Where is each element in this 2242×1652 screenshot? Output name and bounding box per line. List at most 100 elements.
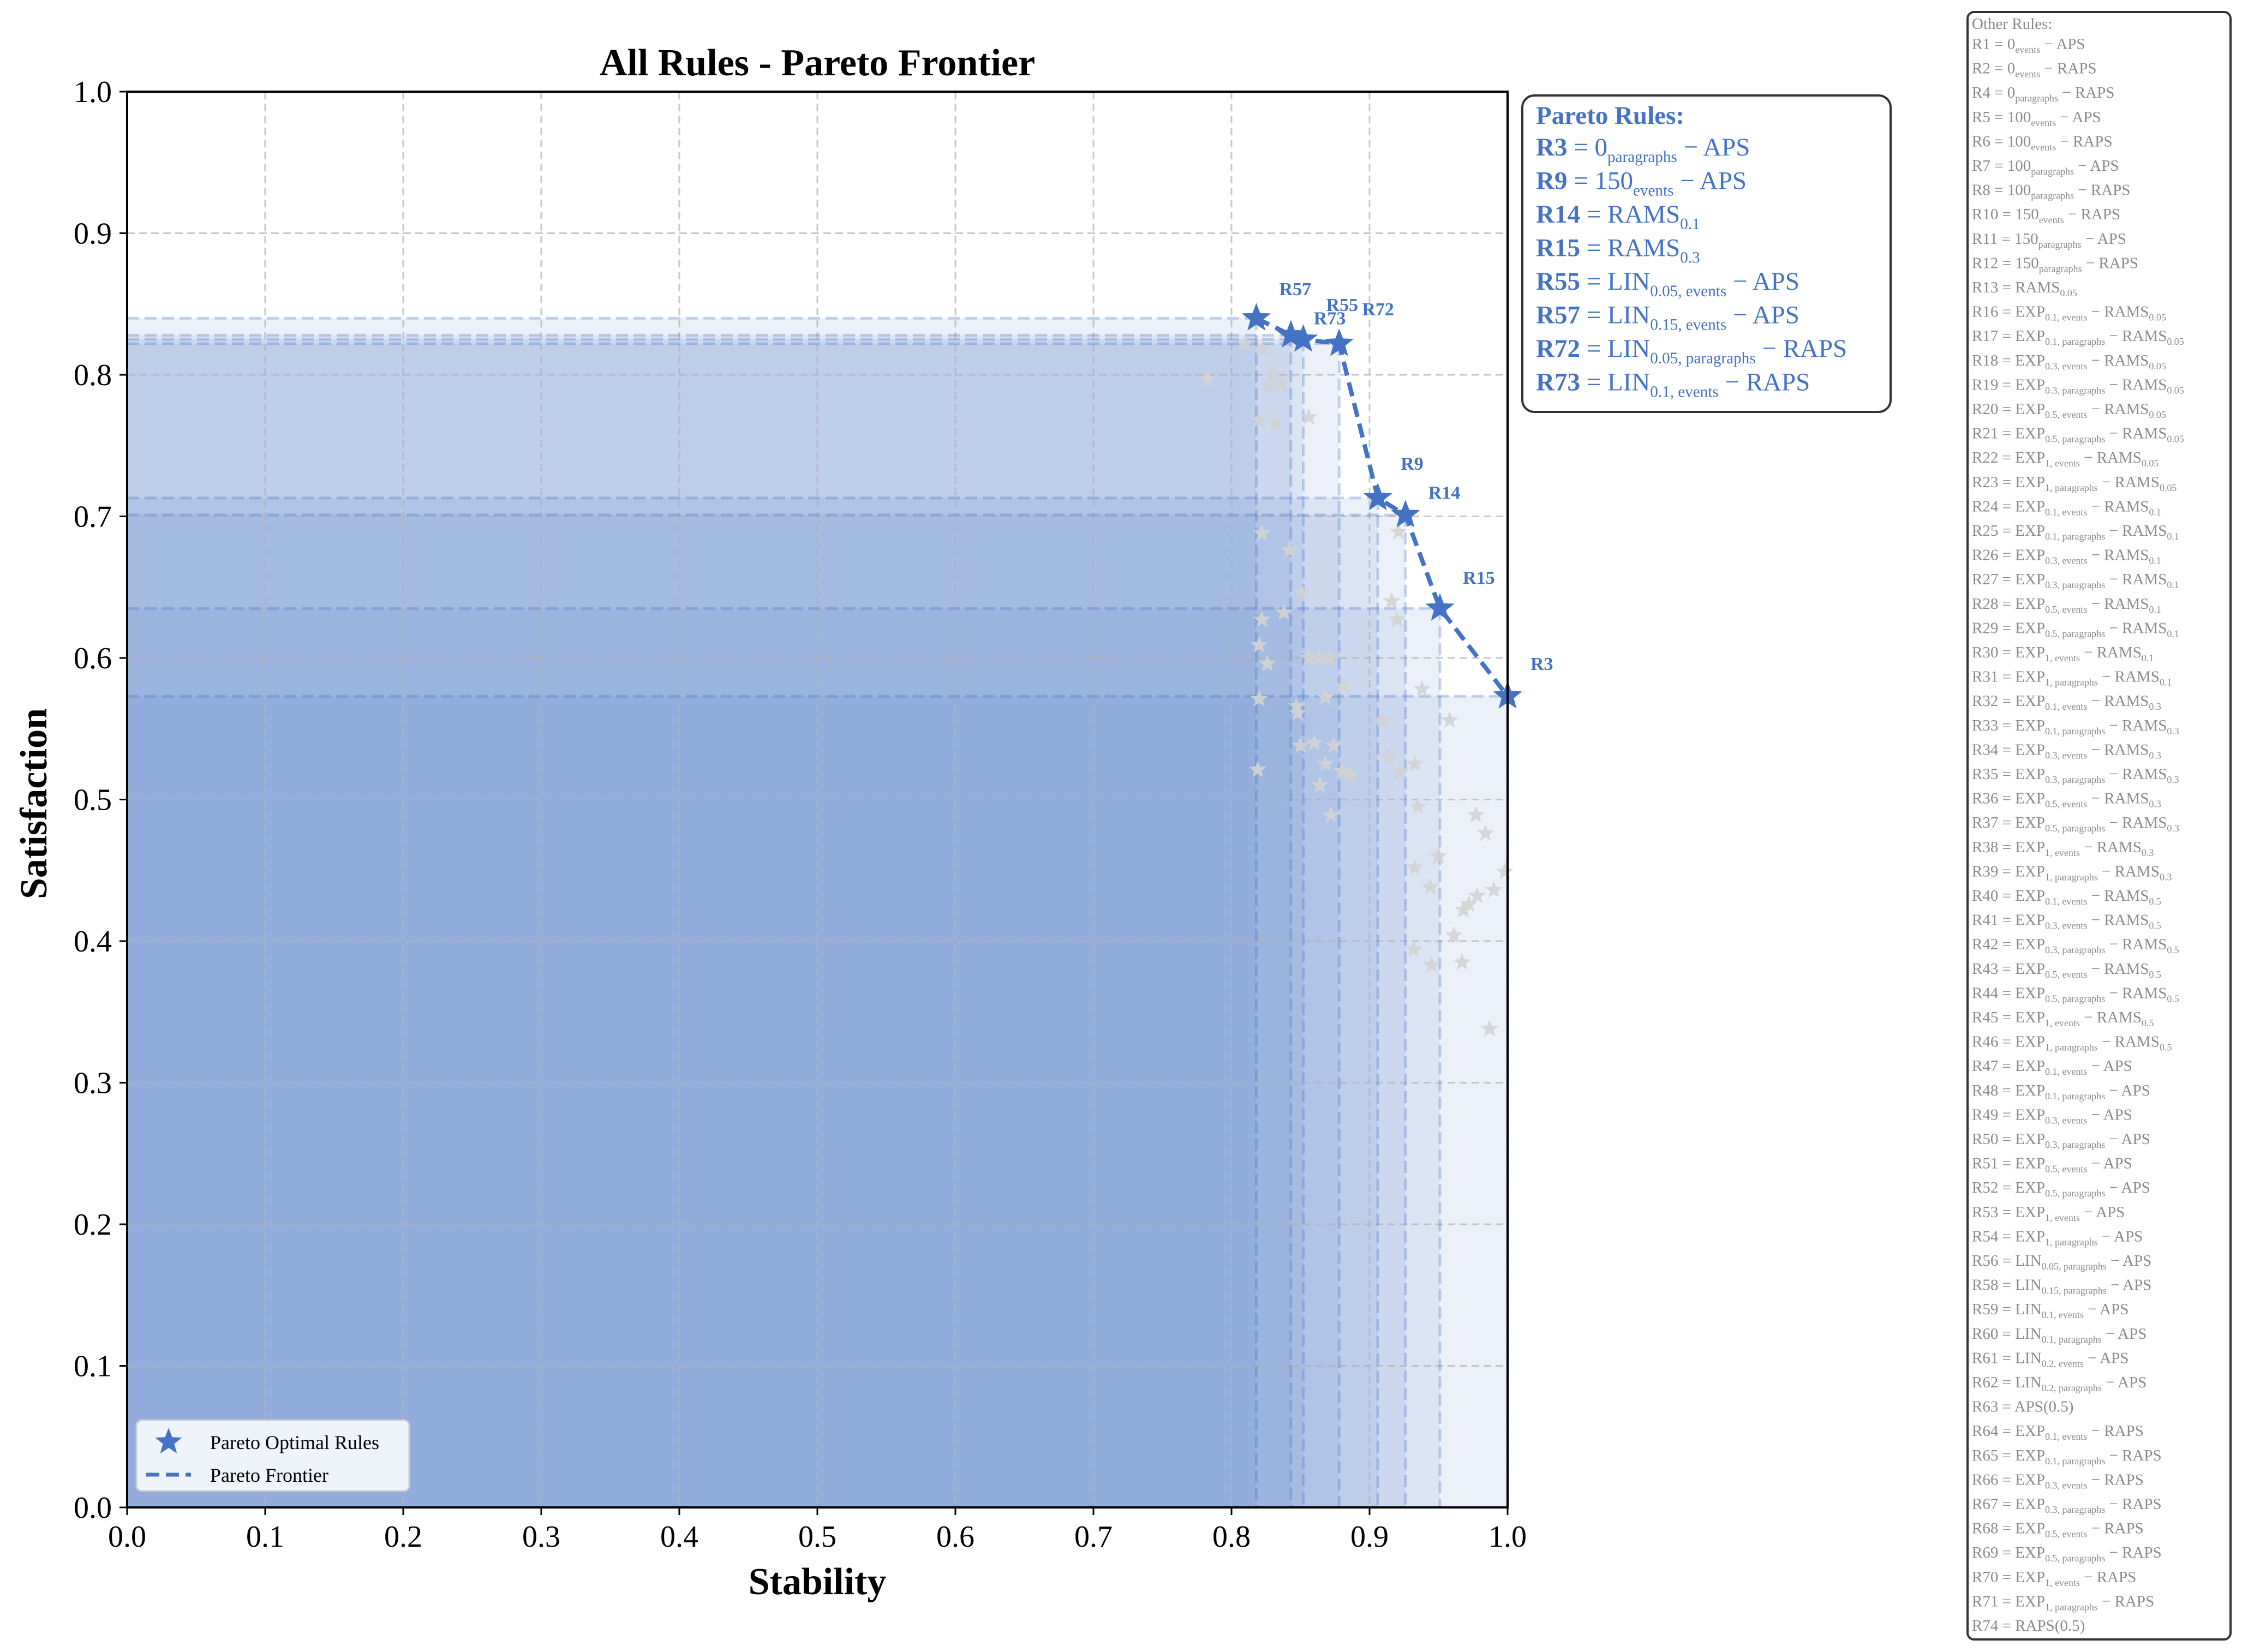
other-rule-r6: R6 = 100events − RAPS — [1972, 133, 2113, 152]
rule-prefix: = EXP — [1998, 717, 2045, 734]
other-rule-r30: R30 = EXP1, events − RAMS0.1 — [1972, 644, 2154, 663]
rule-suffix-subscript: 0.05 — [2142, 458, 2159, 469]
other-rule-r10: R10 = 150events − RAPS — [1972, 206, 2120, 225]
other-rule-point-18 — [1320, 649, 1338, 666]
rule-prefix: = EXP — [1998, 984, 2045, 1002]
rule-prefix: = EXP — [1998, 1179, 2045, 1196]
rule-id: R15 — [1536, 234, 1580, 262]
other-rule-r16: R16 = EXP0.1, events − RAMS0.05 — [1972, 303, 2166, 323]
other-rule-r26: R26 = EXP0.3, events − RAMS0.1 — [1972, 547, 2161, 566]
legend-star-shape — [155, 1428, 182, 1453]
other-rule-r36: R36 = EXP0.5, events − RAMS0.3 — [1972, 790, 2161, 810]
rule-subscript: events — [2031, 117, 2056, 128]
rule-id: R22 — [1972, 449, 1998, 466]
rule-id: R66 — [1972, 1471, 1998, 1488]
other-rule-r69: R69 = EXP0.5, paragraphs − RAPS — [1972, 1544, 2162, 1564]
rule-suffix-subscript: 0.05 — [2149, 409, 2166, 420]
pareto-point-r73 — [1276, 320, 1306, 348]
dominated-region-r55 — [127, 339, 1304, 1507]
rule-suffix: − RAMS — [2105, 327, 2167, 345]
y-tick-label-3: 0.3 — [74, 1067, 112, 1100]
rule-prefix: = EXP — [1998, 839, 2045, 856]
rule-suffix: − RAMS — [2087, 912, 2149, 929]
plot-axes — [119, 91, 1509, 1515]
other-rule-point-16 — [1300, 649, 1318, 666]
rule-suffix: − RAMS — [2087, 547, 2149, 564]
rule-suffix: − RAMS — [2087, 790, 2149, 807]
rule-suffix: − APS — [1726, 301, 1799, 330]
other-rule-r5: R5 = 100events − APS — [1972, 109, 2101, 128]
other-rule-r7: R7 = 100paragraphs − APS — [1972, 157, 2119, 177]
rule-subscript: 0.1, paragraphs — [2045, 1456, 2105, 1467]
rule-id: R54 — [1972, 1228, 1999, 1245]
pareto-point-label-r73: R73 — [1314, 308, 1346, 328]
y-tick-label-6: 0.6 — [74, 642, 112, 675]
other-rule-r63: R63 = APS(0.5) — [1972, 1398, 2073, 1416]
rule-subscript: 0.05 — [2060, 288, 2077, 298]
rule-prefix: = EXP — [1998, 887, 2045, 905]
rule-subscript: 1, paragraphs — [2045, 677, 2098, 688]
other-rule-r25: R25 = EXP0.1, paragraphs − RAMS0.1 — [1972, 522, 2179, 542]
rule-prefix: = EXP — [1998, 1471, 2045, 1488]
pareto-rule-r57: R57 = LIN0.15, events − APS — [1536, 301, 1799, 334]
x-tick-label-0: 0.0 — [108, 1520, 146, 1554]
other-rule-point-50 — [1460, 895, 1478, 912]
rule-suffix-subscript: 0.05 — [2167, 434, 2184, 445]
rule-suffix: − RAMS — [2105, 425, 2167, 442]
rule-prefix: = EXP — [1998, 474, 2045, 491]
x-tick-label-1: 0.1 — [246, 1520, 284, 1554]
dominated-region-r73 — [127, 335, 1291, 1507]
rule-prefix: = 150 — [1998, 254, 2038, 272]
rule-subscript: 0.1, paragraphs — [2045, 336, 2105, 347]
other-rule-point-49 — [1454, 900, 1473, 918]
other-rule-r46: R46 = EXP1, paragraphs − RAMS0.5 — [1972, 1033, 2172, 1053]
other-rule-r39: R39 = EXP1, paragraphs − RAMS0.3 — [1972, 863, 2172, 882]
rule-prefix: = 0 — [1990, 60, 2015, 77]
pareto-point-r15 — [1425, 593, 1455, 621]
other-rule-r64: R64 = EXP0.1, events − RAPS — [1972, 1422, 2144, 1442]
rule-prefix: = 100 — [1990, 182, 2031, 199]
rule-suffix-subscript: 0.3 — [2167, 823, 2179, 834]
other-rule-point-30 — [1248, 761, 1267, 777]
rule-suffix-subscript: 0.3 — [2149, 701, 2161, 712]
pareto-rule-r14: R14 = RAMS0.1 — [1536, 200, 1700, 233]
rule-id: R44 — [1972, 984, 1999, 1002]
rule-id: R23 — [1972, 474, 1998, 491]
rule-subscript: 1, paragraphs — [2045, 871, 2098, 882]
other-rule-r59: R59 = LIN0.1, events − APS — [1972, 1301, 2129, 1320]
rule-id: R33 — [1972, 717, 1998, 734]
rule-prefix: = 0 — [1990, 84, 2015, 101]
rule-subscript: 0.15, events — [1650, 316, 1726, 334]
rule-prefix: = EXP — [1998, 692, 2045, 710]
rule-suffix: − APS — [2087, 1057, 2132, 1075]
rule-id: R50 — [1972, 1130, 1998, 1148]
other-rule-point-17 — [1311, 649, 1329, 666]
grid-lines — [127, 92, 1508, 1507]
other-rule-point-45 — [1421, 878, 1439, 895]
rule-prefix: = EXP — [1998, 1593, 2045, 1610]
rule-id: R3 — [1536, 133, 1567, 161]
rule-suffix-subscript: 0.1 — [2167, 531, 2179, 542]
rule-suffix: − RAMS — [2080, 449, 2142, 466]
rule-subscript: 0.05, events — [1650, 283, 1726, 300]
rule-suffix: − APS — [2080, 1204, 2125, 1221]
other-rule-r50: R50 = EXP0.3, paragraphs − APS — [1972, 1130, 2150, 1150]
rule-suffix: − RAPS — [2105, 1447, 2161, 1464]
other-rule-point-40 — [1409, 797, 1427, 815]
rule-subscript: events — [1633, 182, 1673, 200]
x-tick-label-9: 0.9 — [1350, 1520, 1389, 1554]
rule-prefix: = EXP — [1998, 1544, 2045, 1561]
rule-subscript: paragraphs — [2031, 166, 2074, 177]
rule-id: R57 — [1536, 301, 1580, 330]
rule-subscript: events — [2031, 141, 2056, 152]
rule-prefix: = LIN — [1580, 267, 1650, 296]
rule-subscript: 0.1, events — [2042, 1309, 2084, 1320]
other-rule-r20: R20 = EXP0.5, events − RAMS0.05 — [1972, 400, 2166, 420]
y-tick-label-9: 0.9 — [74, 217, 112, 251]
rule-subscript: 0.3, paragraphs — [2045, 385, 2105, 396]
other-rule-point-41 — [1413, 680, 1431, 697]
other-rule-r33: R33 = EXP0.1, paragraphs − RAMS0.3 — [1972, 717, 2179, 737]
rule-subscript: 0.5, paragraphs — [2045, 823, 2105, 834]
y-tick-label-5: 0.5 — [74, 783, 112, 817]
rule-suffix: − APS — [2084, 1301, 2129, 1318]
